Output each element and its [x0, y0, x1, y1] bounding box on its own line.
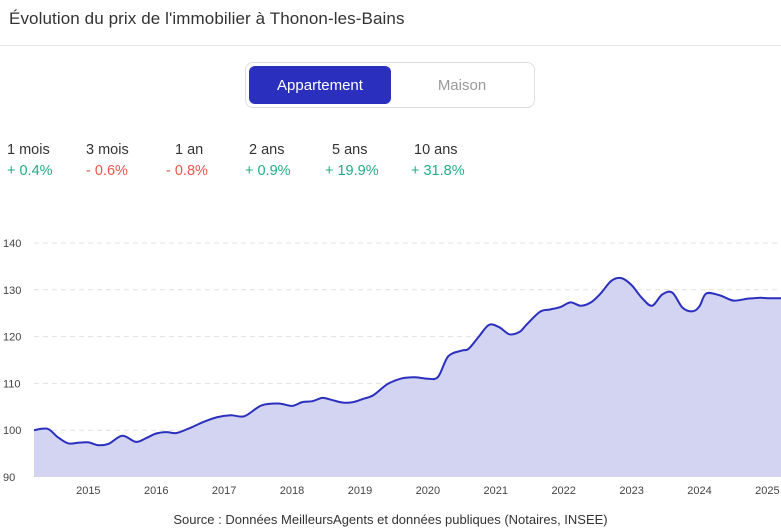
- period-label: 1 an: [175, 142, 204, 158]
- period-label: 3 mois: [86, 142, 129, 158]
- x-tick-label: 2018: [280, 485, 304, 497]
- period-label: 5 ans: [332, 142, 368, 158]
- period-value: + 0.4%: [7, 163, 53, 179]
- period-value: - 0.6%: [86, 163, 128, 179]
- period-label: 2 ans: [249, 142, 285, 158]
- header: Évolution du prix de l'immobilier à Thon…: [0, 0, 781, 46]
- period-value: + 31.8%: [411, 163, 465, 179]
- x-tick-label: 2023: [619, 485, 643, 497]
- period-1-an: 1 an - 0.8%: [166, 142, 208, 179]
- price-line: [33, 276, 781, 447]
- y-tick-label: 140: [3, 238, 21, 250]
- period-5-ans: 5 ans + 19.9%: [325, 142, 379, 179]
- x-tick-label: 2025: [755, 485, 779, 497]
- toggle-appartement-button[interactable]: Appartement: [249, 66, 391, 104]
- y-tick-label: 130: [3, 285, 21, 297]
- price-chart: 90 100 110 120 130 140 2015 2016 2017 2018 2019 202…: [3, 238, 781, 497]
- y-tick-label: 120: [3, 332, 21, 344]
- x-tick-label: 2015: [76, 485, 100, 497]
- x-tick-label: 2022: [551, 485, 575, 497]
- y-tick-label: 90: [3, 472, 15, 484]
- period-3-mois: 3 mois - 0.6%: [86, 142, 129, 179]
- source-note: Source : Données MeilleursAgents et donn…: [173, 512, 608, 527]
- x-tick-label: 2019: [348, 485, 372, 497]
- period-label: 10 ans: [414, 142, 458, 158]
- x-tick-label: 2020: [416, 485, 440, 497]
- x-tick-label: 2017: [212, 485, 236, 497]
- toggle-maison-button[interactable]: Maison: [437, 76, 487, 94]
- x-tick-label: 2021: [484, 485, 508, 497]
- property-type-toggle: Appartement Maison: [245, 62, 535, 108]
- period-value: + 0.9%: [245, 163, 291, 179]
- period-label: 1 mois: [7, 142, 50, 158]
- period-value: + 19.9%: [325, 163, 379, 179]
- y-tick-label: 110: [3, 378, 21, 390]
- x-tick-label: 2016: [144, 485, 168, 497]
- period-value: - 0.8%: [166, 163, 208, 179]
- price-area: [34, 277, 781, 477]
- period-10-ans: 10 ans + 31.8%: [411, 142, 465, 179]
- y-tick-label: 100: [3, 425, 21, 437]
- page-title: Évolution du prix de l'immobilier à Thon…: [9, 9, 405, 28]
- period-1-mois: 1 mois + 0.4%: [7, 142, 53, 179]
- x-tick-label: 2024: [687, 485, 711, 497]
- period-2-ans: 2 ans + 0.9%: [245, 142, 291, 179]
